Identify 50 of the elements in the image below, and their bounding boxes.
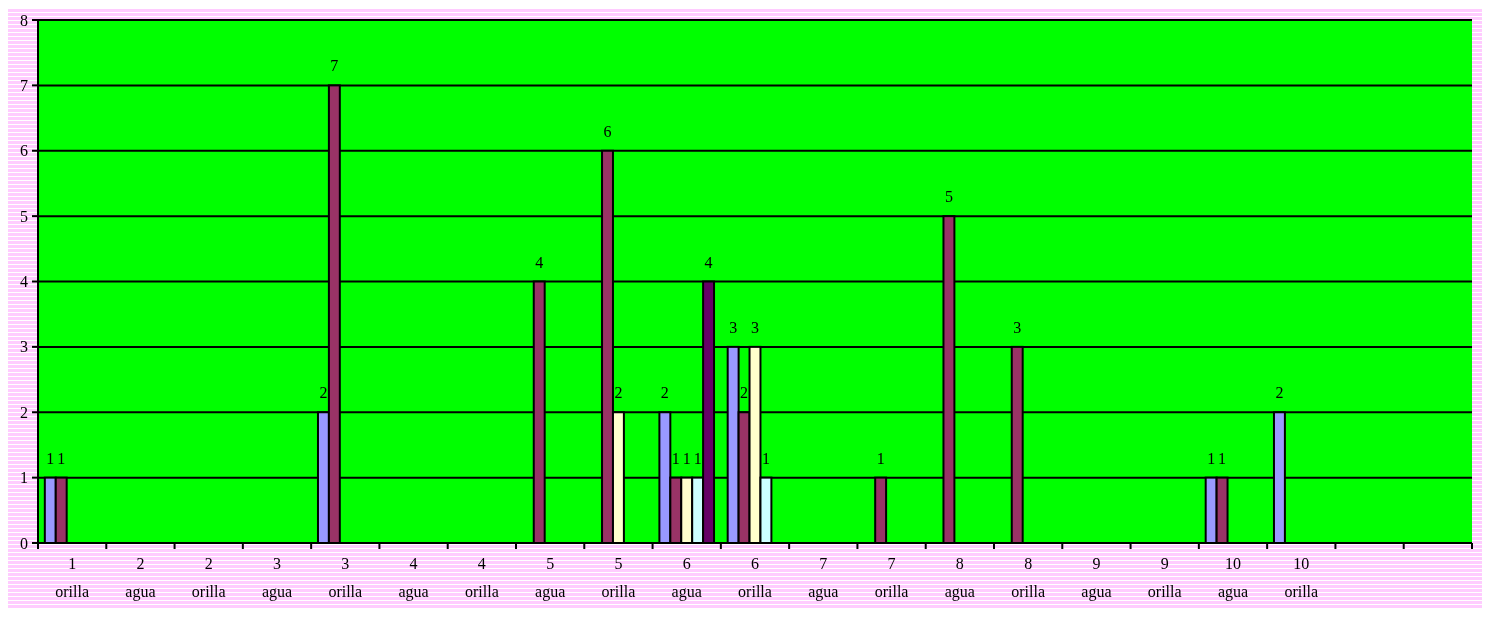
data-label: 1 [761,449,770,467]
y-tick-label: 3 [20,338,28,356]
data-label: 1 [46,449,55,467]
data-label: 3 [1013,318,1022,336]
data-label: 2 [1275,384,1284,402]
x-tick-label: 6 agua [671,555,702,601]
x-tick-label: 10 agua [1217,555,1249,601]
data-label: 1 [57,449,66,467]
data-label: 1 [693,449,702,467]
data-label: 2 [614,384,623,402]
data-label: 1 [1218,449,1227,467]
x-tick-label: 8 orilla [1011,555,1046,600]
data-label: 7 [330,57,339,75]
data-label: 1 [876,449,885,467]
y-tick-label: 5 [20,207,28,225]
data-label: 2 [319,384,328,402]
data-label: 5 [944,188,953,206]
x-tick-label: 2 orilla [191,555,226,600]
data-label: 4 [535,253,544,271]
data-label: 4 [704,253,713,271]
data-label: 1 [682,449,691,467]
x-tick-label: 6 orilla [738,555,772,600]
x-tick-label: 5 orilla [601,555,636,600]
y-tick-label: 6 [20,142,28,160]
y-tick-label: 4 [20,273,28,291]
x-tick-label: 5 agua [535,555,566,601]
x-tick-label: 1 orilla [55,555,90,600]
y-tick-label: 1 [20,469,28,487]
data-label: 6 [603,122,612,140]
x-tick-label: 2 agua [125,555,156,601]
x-tick-label: 4 orilla [464,555,499,600]
x-tick-label: 3 orilla [328,555,363,600]
y-tick-label: 0 [20,534,28,552]
x-tick-label: 7 agua [808,555,839,601]
x-tick-label: 4 agua [398,555,429,601]
x-tick-label: 10 orilla [1284,555,1319,600]
y-tick-label: 7 [20,76,28,94]
y-tick-label: 8 [20,11,28,29]
data-label: 3 [729,318,738,336]
data-label: 1 [1207,449,1216,467]
x-tick-label: 7 orilla [874,555,909,600]
data-label: 3 [751,318,759,336]
data-label: 1 [671,449,680,467]
data-label: 2 [740,384,749,402]
x-tick-label: 8 agua [944,555,975,601]
x-tick-label: 9 agua [1081,555,1112,601]
y-tick-label: 2 [20,403,28,421]
x-tick-label: 9 orilla [1147,555,1182,600]
x-tick-label: 3 agua [261,555,293,601]
data-label: 2 [660,384,669,402]
